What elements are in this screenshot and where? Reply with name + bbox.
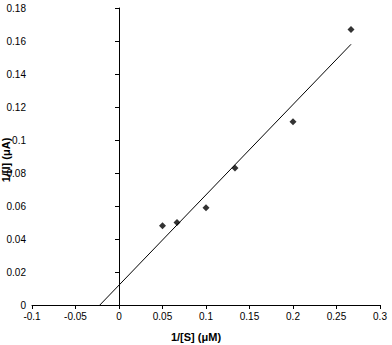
svg-text:0.08: 0.08 bbox=[7, 168, 27, 179]
svg-text:0.25: 0.25 bbox=[327, 311, 347, 322]
svg-text:0.1: 0.1 bbox=[199, 311, 213, 322]
svg-text:0.02: 0.02 bbox=[7, 267, 27, 278]
svg-text:0.12: 0.12 bbox=[7, 102, 27, 113]
svg-text:0.15: 0.15 bbox=[240, 311, 260, 322]
svg-text:0.18: 0.18 bbox=[7, 3, 27, 14]
svg-text:-0.1: -0.1 bbox=[23, 311, 41, 322]
svg-text:1/[I] (μA): 1/[I] (μA) bbox=[0, 137, 12, 183]
svg-text:-0.05: -0.05 bbox=[64, 311, 87, 322]
svg-text:0.06: 0.06 bbox=[7, 201, 27, 212]
svg-text:0.2: 0.2 bbox=[286, 311, 300, 322]
svg-text:0.1: 0.1 bbox=[12, 135, 26, 146]
svg-text:1/[S] (μM): 1/[S] (μM) bbox=[171, 331, 221, 343]
svg-text:0: 0 bbox=[116, 311, 122, 322]
svg-text:0.3: 0.3 bbox=[373, 311, 387, 322]
svg-text:0.04: 0.04 bbox=[7, 234, 27, 245]
svg-text:0.16: 0.16 bbox=[7, 36, 27, 47]
svg-text:0.05: 0.05 bbox=[153, 311, 173, 322]
svg-text:0: 0 bbox=[20, 300, 26, 311]
svg-text:0.14: 0.14 bbox=[7, 69, 27, 80]
